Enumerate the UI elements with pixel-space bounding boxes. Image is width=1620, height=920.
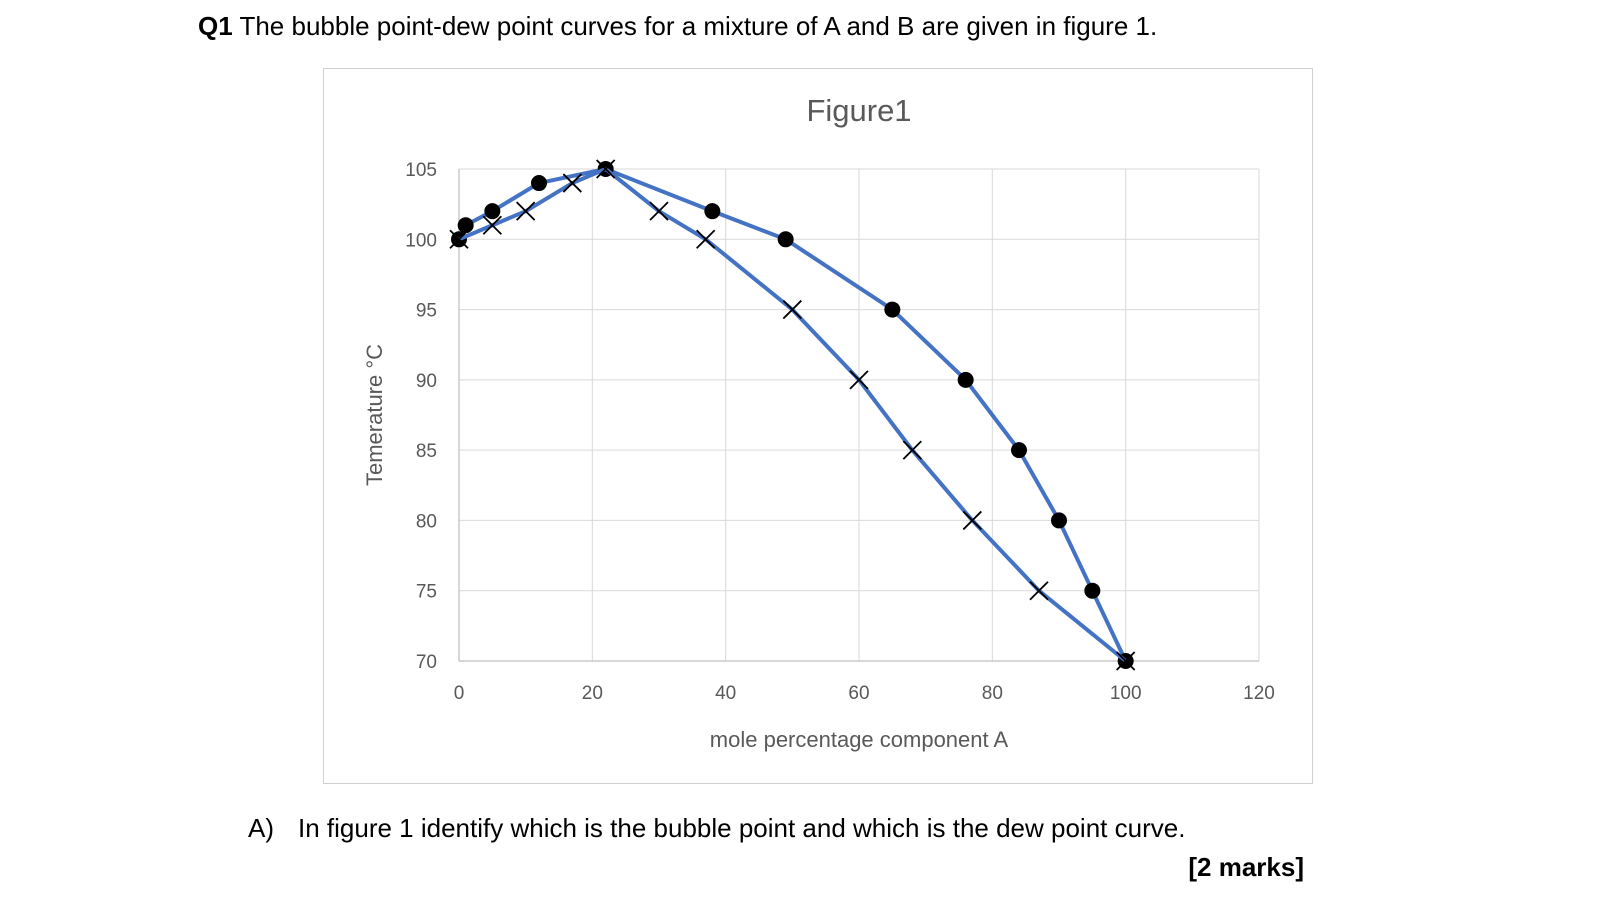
y-tick-label: 80 <box>416 511 437 532</box>
series-1-point <box>704 203 721 220</box>
series-2-point <box>782 299 802 320</box>
x-tick-label: 40 <box>715 683 736 704</box>
series-2-point <box>696 229 716 249</box>
series-1-point <box>884 301 901 318</box>
series-2-point <box>596 159 616 179</box>
series-1-point <box>457 217 474 234</box>
series-1-point <box>1011 442 1027 459</box>
series-2-point <box>449 229 469 249</box>
marks-label: [2 marks] <box>1188 852 1304 882</box>
y-tick-label: 105 <box>405 160 437 181</box>
question-body: The bubble point-dew point curves for a … <box>239 11 1158 41</box>
series-1-point <box>777 231 794 248</box>
x-tick-label: 80 <box>982 683 1003 704</box>
chart-title: Figure1 <box>806 93 911 128</box>
y-tick-label: 70 <box>416 652 437 673</box>
x-tick-label: 120 <box>1243 683 1275 704</box>
y-tick-label: 100 <box>405 230 437 251</box>
series-2-point <box>562 173 582 193</box>
x-tick-label: 0 <box>454 683 465 704</box>
series-2-point <box>1029 581 1049 601</box>
series-1-point <box>484 203 501 220</box>
x-tick-label: 60 <box>848 683 869 704</box>
x-tick-label: 100 <box>1110 683 1142 704</box>
series-1-point <box>531 175 547 192</box>
question-number: Q1 <box>198 11 233 41</box>
series-2-point <box>849 370 869 390</box>
y-tick-label: 85 <box>416 441 437 462</box>
chart-svg: 70 75 80 85 90 95 100 105 0 20 40 60 80 100 120 Figure1… <box>362 93 1275 752</box>
series-1-point <box>1051 512 1067 529</box>
series-2-point <box>902 440 922 460</box>
part-a-label: A) <box>248 813 274 843</box>
series-1-point <box>957 371 974 388</box>
series-2-point <box>1116 651 1136 671</box>
figure-1-chart: 70 75 80 85 90 95 100 105 0 20 40 60 80 100 120 Figure1… <box>323 68 1313 784</box>
y-tick-label: 95 <box>416 301 437 322</box>
question-text: Q1 The bubble point-dew point curves for… <box>198 8 1157 44</box>
y-tick-label: 75 <box>416 582 437 603</box>
x-axis-label: mole percentage component A <box>710 727 1009 752</box>
part-a-text: In figure 1 identify which is the bubble… <box>298 813 1186 843</box>
part-a-question: A) In figure 1 identify which is the bubb… <box>248 810 1185 846</box>
series-1-point <box>1084 582 1101 599</box>
series-2-point <box>962 510 982 531</box>
y-axis-label: Temerature °C <box>362 344 387 486</box>
series-2-point <box>516 201 536 221</box>
x-tick-label: 20 <box>582 683 603 704</box>
y-tick-label: 90 <box>416 371 437 392</box>
series-2-point <box>482 215 502 235</box>
series-2-point <box>649 201 669 221</box>
